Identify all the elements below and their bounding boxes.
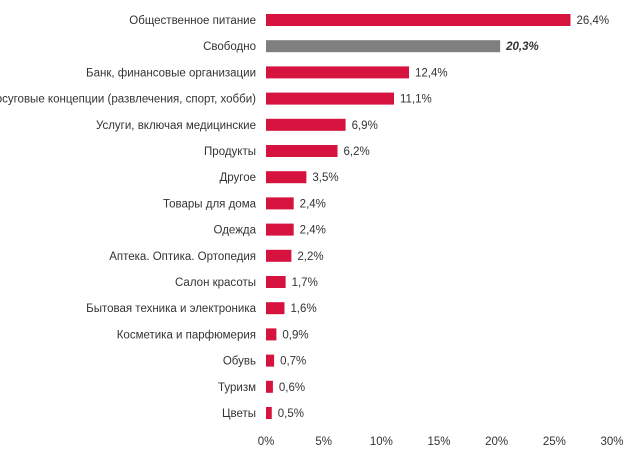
bar [266, 407, 272, 419]
bar [266, 92, 395, 105]
bar [266, 118, 346, 131]
category-label: Туризм [218, 382, 256, 394]
bar [266, 223, 294, 236]
bar [266, 171, 307, 184]
value-label: 12,4% [415, 67, 448, 79]
value-label: 20,3% [505, 41, 539, 53]
bar [266, 40, 501, 53]
bar [266, 380, 273, 393]
x-tick-label: 20% [485, 436, 508, 448]
category-label: Аптека. Оптика. Ортопедия [109, 251, 256, 263]
x-axis-ticks: 0% 5% 10% 15% 20% 25% 30% [258, 436, 624, 448]
value-label: 2,4% [300, 225, 326, 237]
category-label: Досуговые концепции (развлечения, спорт,… [0, 94, 256, 106]
bar [266, 328, 277, 341]
x-tick-label: 30% [600, 436, 623, 448]
category-label: Свободно [203, 41, 256, 53]
bar [266, 14, 571, 26]
category-label: Одежда [214, 225, 257, 237]
value-label: 26,4% [576, 15, 609, 27]
x-tick-label: 0% [258, 436, 275, 448]
value-label: 0,7% [280, 356, 306, 368]
bars [266, 14, 571, 419]
value-label: 0,5% [278, 408, 304, 420]
bar [266, 197, 294, 210]
value-label: 2,2% [297, 251, 323, 263]
bar [266, 276, 286, 288]
bar [266, 66, 410, 79]
value-label: 3,5% [312, 172, 338, 184]
value-label: 1,7% [292, 277, 318, 289]
value-label: 6,2% [344, 146, 370, 158]
value-label: 6,9% [352, 120, 378, 132]
value-label: 11,1% [400, 94, 432, 106]
category-label: Общественное питание [129, 15, 256, 27]
bar [266, 249, 292, 262]
bar [266, 354, 275, 367]
value-label: 2,4% [300, 198, 326, 210]
value-label: 1,6% [290, 303, 316, 315]
category-label: Услуги, включая медицинские [96, 120, 256, 132]
value-label: 0,6% [279, 382, 305, 394]
x-tick-label: 5% [315, 436, 332, 448]
category-label: Бытовая техника и электроника [86, 303, 256, 315]
bar [266, 145, 338, 157]
category-label: Косметика и парфюмерия [117, 329, 256, 341]
category-label: Салон красоты [175, 277, 256, 289]
category-label: Банк, финансовые организации [86, 67, 256, 79]
category-label: Товары для дома [163, 198, 257, 210]
bar [266, 302, 285, 315]
x-tick-label: 15% [427, 436, 450, 448]
value-label: 0,9% [282, 329, 308, 341]
category-label: Продукты [204, 146, 256, 158]
x-tick-label: 10% [370, 436, 393, 448]
category-label: Цветы [222, 408, 256, 420]
x-tick-label: 25% [543, 436, 566, 448]
category-label: Другое [219, 172, 256, 184]
value-labels: 26,4% 20,3% 12,4% 11,1% 6,9% 6,2% 3,5% 2,4% 2,4%… [278, 15, 609, 420]
category-label: Обувь [223, 356, 256, 368]
category-labels: Общественное питание Свободно Банк, финанс… [0, 15, 257, 420]
